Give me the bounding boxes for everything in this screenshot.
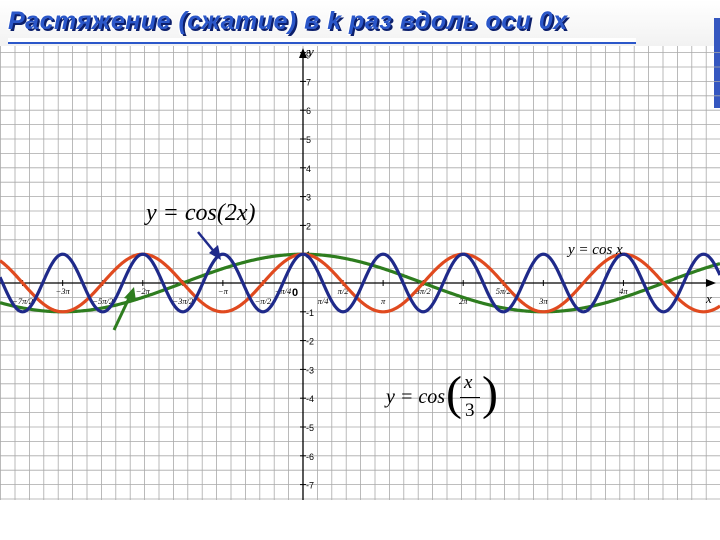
x-tick-label: −π/2: [255, 296, 272, 306]
arrow-cos-x-3-head: [124, 287, 136, 301]
right-edge-bar: [714, 18, 720, 108]
curve-cos-x-: [0, 252, 720, 314]
x-tick-label: −7π/2: [12, 296, 34, 306]
y-tick-label: 8: [306, 49, 311, 59]
y-tick-label: -6: [306, 452, 314, 462]
x-tick-label: π/4: [318, 296, 330, 306]
y-tick-label: 2: [306, 221, 311, 231]
curve-cos-2x-: [0, 252, 720, 314]
x-axis-arrowhead: [706, 279, 716, 287]
x-tick-label: 3π/2: [415, 286, 432, 296]
x-tick-label: 5π/2: [496, 286, 512, 296]
formula-paren-left: (: [446, 367, 462, 420]
formula-cos-x-over-3-lhs: y = cos: [386, 386, 446, 408]
x-tick-label: −3π: [56, 286, 71, 296]
formula-denominator: 3: [465, 400, 475, 421]
y-axis-label: y: [306, 44, 314, 59]
arrow-cos-x-3: [112, 295, 132, 331]
formula-numerator: x: [464, 372, 473, 393]
x-tick-label: −3π/2: [172, 296, 194, 306]
formula-cos-2x: y = cos(2x): [146, 200, 256, 226]
y-tick-label: -7: [306, 481, 314, 491]
curves: [0, 252, 720, 314]
title-bar: Растяжение (сжатие) в k раз вдоль оси 0x: [0, 0, 720, 46]
grid: [0, 46, 720, 500]
y-tick-label: 5: [306, 135, 311, 145]
x-tick-label: −π/4: [275, 286, 292, 296]
tick-labels: 87654321-1-2-3-4-5-6-7−4π−7π/2−3π−5π/2−2…: [12, 49, 628, 491]
y-tick-label: 7: [306, 77, 311, 87]
y-tick-label: 3: [306, 193, 311, 203]
arrows: [112, 231, 221, 331]
arrow-cos-2x-head: [209, 245, 221, 260]
x-tick-label: 4π: [619, 286, 628, 296]
y-tick-label: -1: [306, 308, 314, 318]
origin-label: 0: [292, 287, 298, 299]
curve-cos-x-3-: [0, 252, 720, 314]
formula-cos-x: y = cos x: [568, 242, 623, 258]
x-tick-label: π: [381, 296, 386, 306]
title-underline: [8, 38, 636, 44]
y-tick-label: -2: [306, 337, 314, 347]
x-tick-label: 3π: [538, 296, 548, 306]
y-tick-label: -3: [306, 365, 314, 375]
y-tick-label: 4: [306, 164, 311, 174]
x-tick-label: −5π/2: [92, 296, 114, 306]
y-tick-label: -4: [306, 394, 314, 404]
y-tick-label: 6: [306, 106, 311, 116]
formula-cos-x-over-3: y = cos ( x 3 ): [386, 366, 506, 426]
slide-title: Растяжение (сжатие) в k раз вдоль оси 0x: [8, 7, 568, 35]
formula-fraction-bar: [460, 397, 480, 398]
x-tick-label: −π: [218, 286, 229, 296]
formula-paren-right: ): [482, 367, 498, 420]
x-tick-label: 2π: [459, 296, 468, 306]
x-axis-label: x: [705, 291, 712, 306]
x-tick-label: −2π: [136, 286, 151, 296]
x-tick-label: π/2: [338, 286, 350, 296]
y-tick-label: -5: [306, 423, 314, 433]
